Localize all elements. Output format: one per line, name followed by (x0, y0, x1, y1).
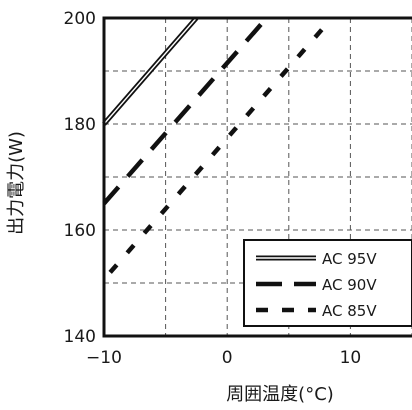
x-tick-label: 10 (340, 348, 362, 368)
legend: AC 95V AC 90V AC 85V (243, 239, 412, 327)
x-tick-label: −10 (86, 348, 122, 368)
y-axis-label: 出力電力(W) (6, 131, 27, 235)
series-lines (102, 16, 334, 274)
legend-label-ac-85v: AC 85V (322, 302, 377, 320)
legend-label-ac-90v: AC 90V (322, 276, 377, 294)
y-tick-label: 140 (64, 327, 96, 347)
legend-box (243, 239, 412, 327)
tick-labels: −10 0 10 140 160 180 200 (64, 9, 362, 368)
x-axis-label: 周囲温度(°C) (226, 384, 334, 405)
y-tick-label: 160 (64, 221, 96, 241)
legend-label-ac-95v: AC 95V (322, 250, 377, 268)
series-line-ac-90v (102, 16, 269, 205)
plot-frame (102, 16, 412, 338)
x-tick-label: 0 (222, 348, 233, 368)
y-tick-label: 200 (64, 9, 96, 29)
y-tick-label: 180 (64, 115, 96, 135)
series-line-ac-85v (108, 16, 334, 274)
series-line-ac-95v-core (103, 17, 197, 125)
